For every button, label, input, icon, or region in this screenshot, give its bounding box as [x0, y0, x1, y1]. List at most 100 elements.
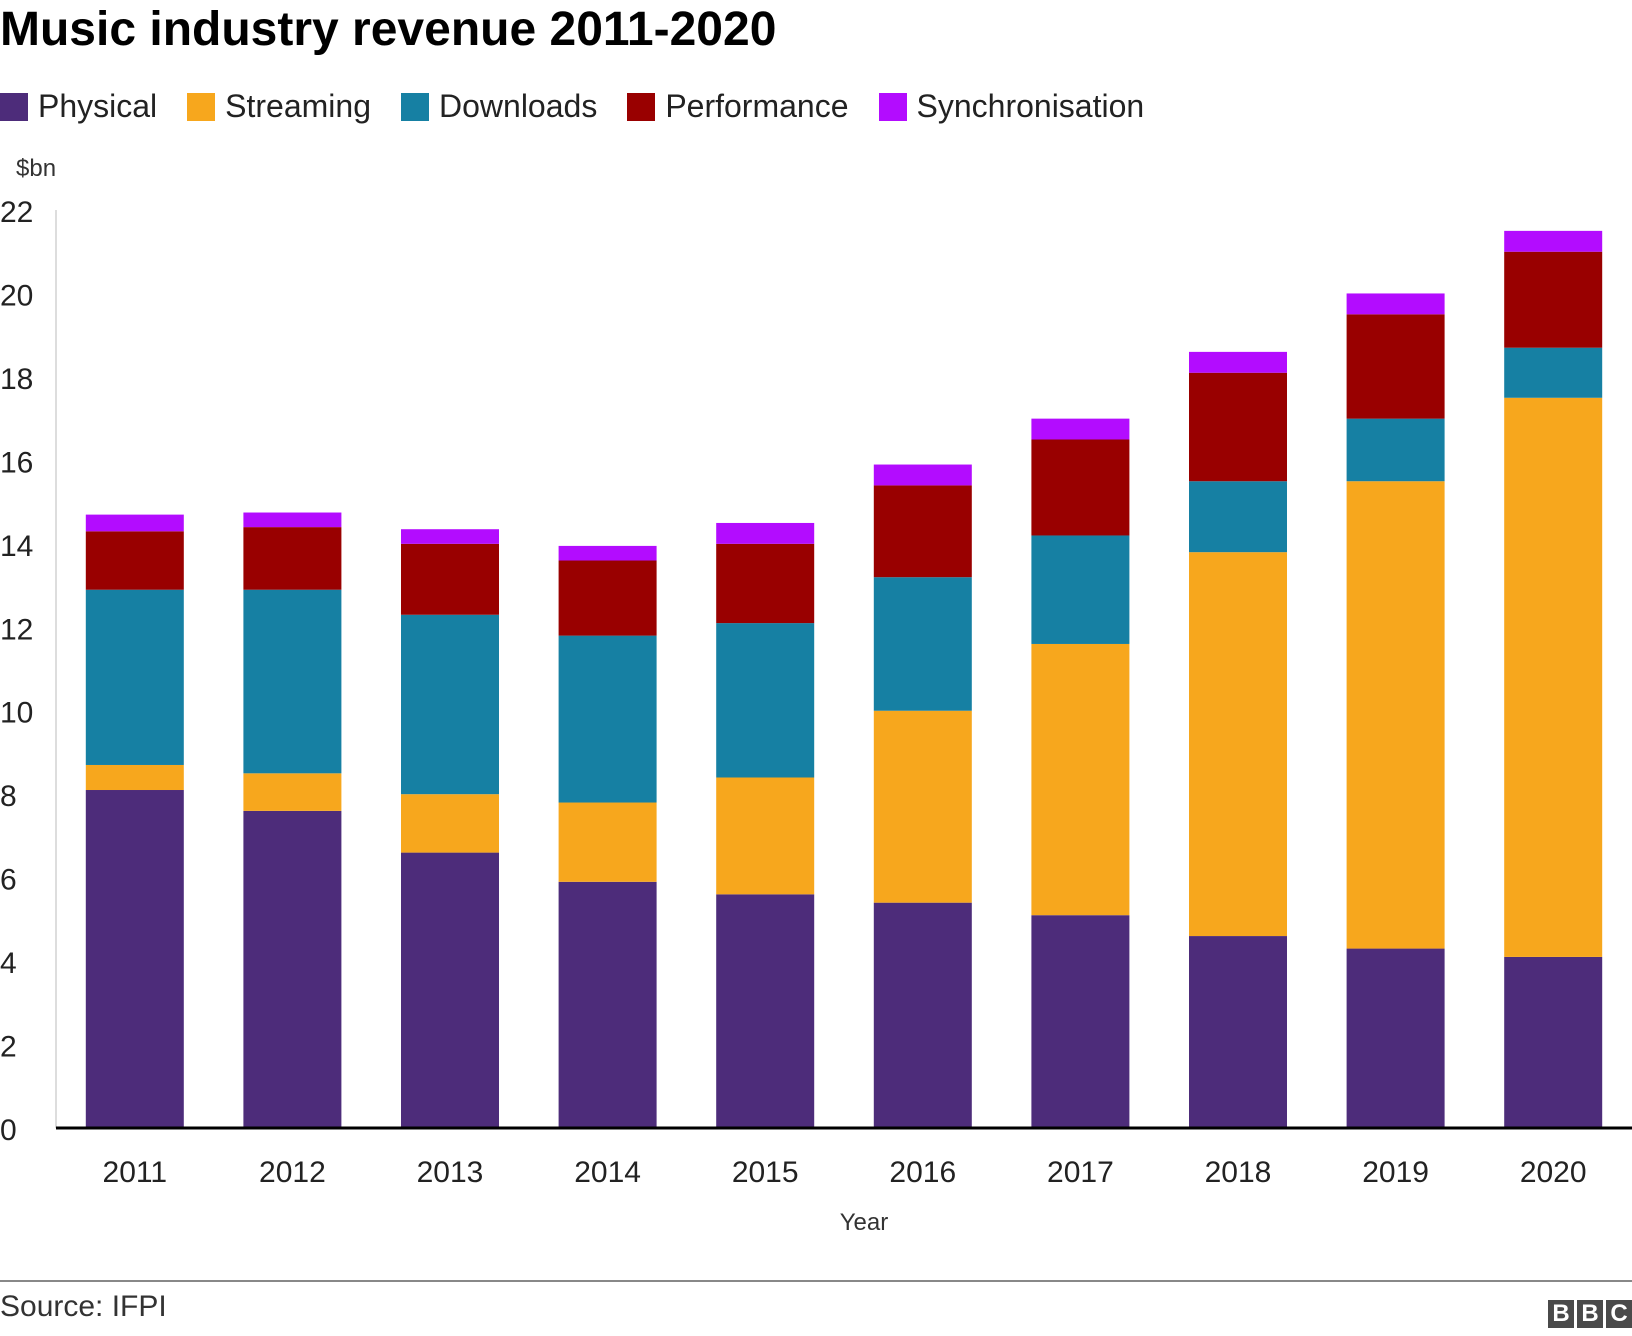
bar-segment-streaming: [1504, 397, 1603, 957]
bar-segment-streaming: [716, 777, 815, 895]
y-tick-label: 16: [0, 446, 33, 479]
legend-swatch: [627, 92, 656, 121]
bar-segment-downloads: [558, 635, 657, 803]
x-tick-label: 2020: [1520, 1156, 1587, 1189]
legend-swatch: [187, 92, 216, 121]
bar-segment-performance: [401, 543, 499, 615]
bar-segment-physical: [1346, 948, 1445, 1128]
bar-segment-synchronisation: [1504, 230, 1603, 252]
bar-stack-2014: [558, 545, 657, 1128]
bar-segment-downloads: [1504, 347, 1603, 398]
y-tick-label: 4: [0, 947, 17, 980]
bar-segment-downloads: [243, 589, 342, 774]
logo-letter: B: [1548, 1300, 1574, 1328]
legend-label: Streaming: [225, 88, 371, 124]
bar-segment-synchronisation: [85, 514, 184, 532]
bar-segment-synchronisation: [558, 545, 657, 561]
bar-segment-downloads: [716, 623, 815, 778]
legend: Physical Streaming Downloads Performance Syn…: [0, 88, 1174, 125]
bar-segment-performance: [873, 485, 972, 578]
x-tick-label: 2012: [259, 1156, 326, 1189]
bar-segment-synchronisation: [716, 522, 815, 544]
bar-segment-performance: [558, 560, 657, 636]
legend-swatch: [878, 92, 907, 121]
bar-segment-performance: [1346, 314, 1445, 419]
x-tick-label: 2019: [1362, 1156, 1429, 1189]
y-tick-label: 0: [0, 1114, 17, 1147]
legend-item-downloads: Downloads: [401, 88, 597, 125]
footer-divider: [0, 1280, 1632, 1282]
bar-stack-2012: [243, 512, 342, 1128]
y-tick-label: 22: [0, 196, 33, 229]
bar-stack-2018: [1189, 351, 1287, 1128]
legend-label: Downloads: [439, 88, 598, 124]
x-tick-label: 2018: [1205, 1156, 1272, 1189]
y-tick-label: 10: [0, 697, 33, 730]
bar-segment-physical: [401, 852, 499, 1128]
legend-item-performance: Performance: [627, 88, 849, 125]
bar-segment-physical: [873, 902, 972, 1128]
bar-segment-streaming: [1189, 552, 1287, 937]
bar-stack-2015: [716, 522, 815, 1128]
y-tick-label: 20: [0, 279, 33, 312]
bar-segment-performance: [243, 527, 342, 590]
bar-segment-synchronisation: [1031, 418, 1130, 440]
bar-segment-performance: [1031, 439, 1130, 536]
bar-segment-performance: [716, 543, 815, 624]
bar-segment-physical: [1189, 936, 1287, 1128]
bbc-logo: B B C: [1545, 1300, 1632, 1328]
bar-segment-streaming: [401, 794, 499, 853]
x-tick-label: 2014: [574, 1156, 641, 1189]
bar-segment-synchronisation: [1346, 293, 1445, 315]
bar-segment-physical: [1031, 915, 1130, 1128]
legend-item-physical: Physical: [0, 88, 157, 125]
legend-swatch: [0, 92, 28, 121]
bar-stack-2020: [1504, 230, 1603, 1128]
bar-segment-performance: [85, 531, 184, 590]
legend-swatch: [401, 92, 429, 121]
bar-segment-streaming: [558, 802, 657, 882]
bar-segment-downloads: [1031, 535, 1130, 644]
legend-label: Synchronisation: [916, 88, 1145, 124]
bar-stack-2017: [1031, 418, 1130, 1128]
bar-segment-physical: [1504, 956, 1603, 1128]
bar-segment-downloads: [1346, 418, 1445, 482]
bar-segment-downloads: [401, 614, 499, 795]
x-tick-label: 2013: [417, 1156, 484, 1189]
bar-segment-streaming: [1031, 643, 1130, 916]
x-tick-label: 2015: [732, 1156, 799, 1189]
bar-segment-physical: [558, 881, 657, 1128]
bar-segment-streaming: [1346, 481, 1445, 949]
x-tick-label: 2016: [889, 1156, 956, 1189]
bar-segment-downloads: [85, 589, 184, 765]
legend-item-synchronisation: Synchronisation: [878, 88, 1145, 125]
y-tick-label: 6: [0, 864, 17, 897]
bar-segment-streaming: [873, 710, 972, 903]
bar-segment-streaming: [85, 764, 184, 791]
bar-segment-streaming: [243, 773, 342, 811]
bar-stack-2013: [401, 529, 499, 1128]
stacked-bar-chart: $bn 0 2 4 6 8 10 12 14 16 18 20 22 2011 2012 2013 2014 20…: [0, 155, 1632, 1236]
bar-segment-physical: [85, 790, 184, 1128]
x-tick-label: 2011: [103, 1156, 168, 1189]
x-tick-label: 2017: [1047, 1156, 1114, 1189]
bar-segment-synchronisation: [401, 529, 499, 544]
bar-segment-physical: [243, 810, 342, 1128]
y-tick-label: 2: [0, 1031, 17, 1064]
logo-letter: B: [1577, 1300, 1603, 1328]
bar-segment-physical: [716, 894, 815, 1128]
y-axis-unit-label: $bn: [16, 155, 56, 182]
bar-stack-2011: [85, 514, 184, 1128]
bar-segment-synchronisation: [873, 464, 972, 486]
legend-item-streaming: Streaming: [187, 88, 371, 125]
bar-segment-downloads: [1189, 481, 1287, 553]
bar-segment-performance: [1189, 372, 1287, 482]
bar-segment-synchronisation: [1189, 351, 1287, 373]
bar-segment-downloads: [873, 577, 972, 711]
chart-title: Music industry revenue 2011-2020: [0, 3, 777, 56]
x-axis-title: Year: [840, 1209, 889, 1236]
legend-label: Physical: [38, 88, 158, 124]
bar-segment-synchronisation: [243, 512, 342, 528]
logo-letter: C: [1606, 1300, 1632, 1328]
bar-stack-2019: [1346, 293, 1445, 1128]
